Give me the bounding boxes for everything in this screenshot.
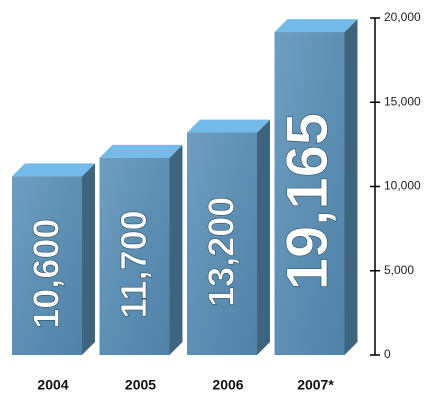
bar-side	[344, 19, 358, 355]
y-tick-label: 5,000	[384, 263, 414, 277]
y-tick-label: 15,000	[384, 94, 421, 108]
value-label: 11,700	[113, 210, 154, 318]
bar	[99, 144, 183, 355]
value-label: 10,600	[26, 219, 67, 329]
y-tick-label: 20,000	[384, 10, 421, 24]
y-tick-label: 10,000	[384, 179, 421, 193]
y-tick-label: 0	[384, 347, 391, 361]
x-tick-label: 2005	[125, 377, 156, 393]
bar-top	[12, 163, 95, 177]
x-tick-label: 2006	[212, 377, 243, 393]
bar	[274, 19, 358, 355]
bar-front-shade	[274, 32, 345, 355]
bar	[12, 163, 95, 355]
value-label: 13,200	[201, 197, 242, 307]
bar-top	[274, 19, 358, 33]
bar-front-shade	[12, 176, 82, 355]
bar-top	[187, 119, 270, 133]
bar-top	[99, 144, 183, 158]
bar-side	[169, 144, 183, 355]
x-tick-label: 2004	[37, 377, 68, 393]
bar-side	[82, 163, 95, 355]
x-tick-label: 2007*	[297, 377, 334, 393]
bar-side	[257, 119, 270, 355]
bar	[187, 119, 270, 355]
bar-front-shade	[187, 132, 257, 355]
bar-front-shade	[99, 157, 170, 355]
value-label: 19,165	[275, 113, 340, 290]
